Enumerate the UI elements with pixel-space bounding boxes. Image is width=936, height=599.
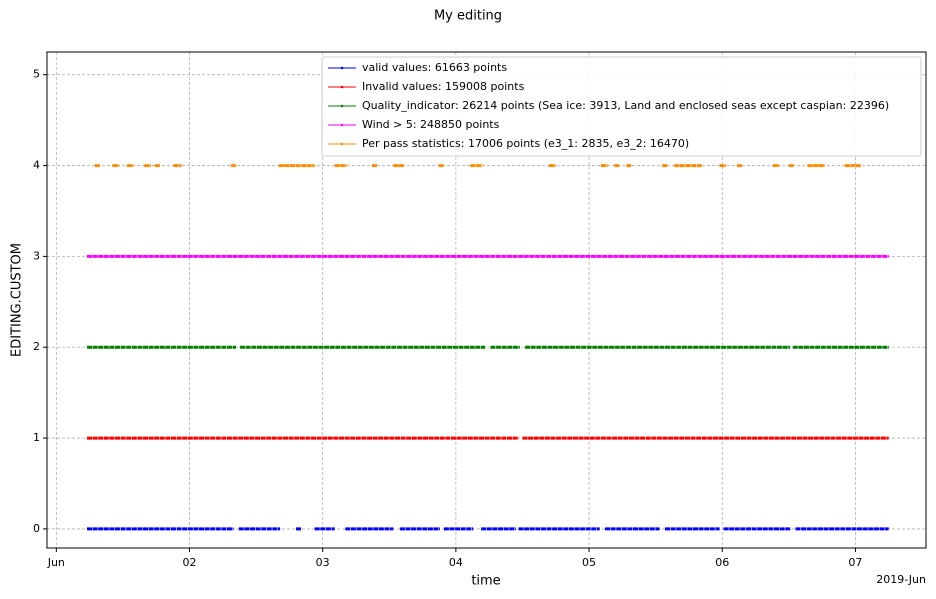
y-tick-label: 5	[33, 68, 40, 81]
y-tick-label: 2	[33, 340, 40, 353]
legend-marker	[340, 66, 344, 70]
y-axis-label: EDITING.CUSTOM	[10, 243, 25, 357]
x-tick-label: 07	[848, 556, 862, 569]
plot-frame	[46, 51, 927, 549]
x-offset-label: 2019-Jun	[876, 573, 926, 586]
x-tick-label: 06	[715, 556, 729, 569]
x-axis-label: time	[471, 574, 500, 589]
y-tick-label: 4	[33, 159, 40, 172]
y-tick-label: 0	[33, 522, 40, 535]
legend-marker	[340, 104, 344, 108]
x-tick-label: 02	[183, 556, 197, 569]
x-tick-label: 03	[316, 556, 330, 569]
legend-label: Invalid values: 159008 points	[362, 80, 525, 93]
x-tick-label: 04	[449, 556, 463, 569]
y-tick-label: 3	[33, 249, 40, 262]
chart-title: My editing	[434, 9, 502, 24]
legend-marker	[340, 123, 344, 127]
legend-label: Quality_indicator: 26214 points (Sea ice…	[362, 99, 889, 112]
legend: valid values: 61663 points Invalid values…	[321, 56, 922, 157]
y-tick-label: 1	[33, 431, 40, 444]
legend-marker	[340, 142, 344, 146]
x-tick-label: Jun	[47, 556, 65, 569]
legend-label: Wind > 5: 248850 points	[362, 118, 500, 131]
legend-box	[321, 56, 922, 157]
legend-label: valid values: 61663 points	[362, 61, 507, 74]
legend-label: Per pass statistics: 17006 points (e3_1:…	[362, 137, 689, 150]
legend-marker	[340, 85, 344, 89]
x-tick-label: 05	[582, 556, 596, 569]
